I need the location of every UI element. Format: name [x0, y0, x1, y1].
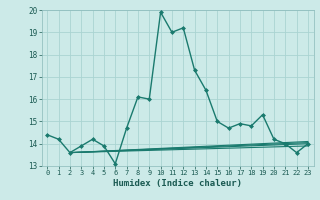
X-axis label: Humidex (Indice chaleur): Humidex (Indice chaleur) [113, 179, 242, 188]
